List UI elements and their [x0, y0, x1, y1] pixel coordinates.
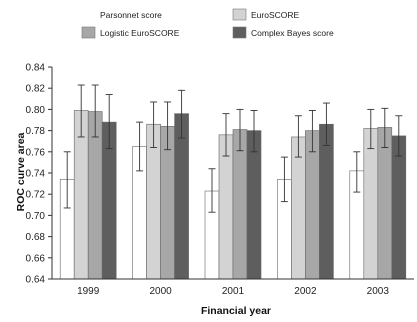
x-axis-ticks: 1999 2000 2001 2002 2003 — [77, 286, 389, 297]
y-tick-label: 0.82 — [26, 84, 46, 95]
bar-2001-series-4 — [246, 130, 262, 280]
bar-2003-series-3 — [377, 127, 393, 280]
legend-swatch-3 — [81, 26, 96, 39]
bars — [59, 110, 407, 280]
x-tick-label-2001: 2001 — [222, 286, 245, 297]
bar-2002-series-4 — [319, 123, 334, 280]
legend-label-3: Logistic EuroSCORE — [100, 28, 180, 38]
bar-2003-series-4 — [391, 135, 407, 280]
bar-2001-series-3 — [232, 129, 248, 280]
y-axis-ticks: 0.64 0.66 0.68 0.70 0.72 0.74 0.76 0.78 0.80 0.82… — [26, 63, 52, 286]
legend: Parsonnet score EuroSCORE Logistic EuroSCO… — [81, 8, 334, 39]
y-tick-label: 0.64 — [26, 275, 46, 286]
legend-label-2: EuroSCORE — [251, 10, 300, 20]
y-tick-label: 0.68 — [26, 232, 46, 243]
y-tick-label: 0.80 — [26, 105, 46, 116]
legend-label-4: Complex Bayes score — [251, 28, 334, 38]
bar-2003-series-2 — [363, 128, 379, 280]
x-tick-label-2002: 2002 — [294, 286, 317, 297]
y-tick-label: 0.84 — [26, 63, 46, 74]
y-tick-label: 0.72 — [26, 190, 46, 201]
bar-2002-series-2 — [291, 136, 306, 280]
y-tick-label: 0.70 — [26, 211, 46, 222]
x-tick-label-2000: 2000 — [149, 286, 172, 297]
y-axis-label: ROC curve area — [15, 132, 27, 211]
y-tick-label: 0.76 — [26, 147, 46, 158]
legend-swatch-4 — [232, 26, 247, 39]
legend-swatch-1 — [81, 8, 96, 21]
y-tick-label: 0.74 — [26, 169, 46, 180]
legend-label-1: Parsonnet score — [100, 10, 162, 20]
error-bars — [63, 84, 403, 213]
x-tick-label-2003: 2003 — [367, 286, 390, 297]
bar-2002-series-3 — [305, 130, 320, 280]
y-tick-label: 0.66 — [26, 253, 46, 264]
x-tick-label-1999: 1999 — [77, 286, 100, 297]
x-axis-label: Financial year — [201, 305, 271, 317]
y-tick-label: 0.78 — [26, 126, 46, 137]
legend-swatch-2 — [232, 8, 247, 21]
